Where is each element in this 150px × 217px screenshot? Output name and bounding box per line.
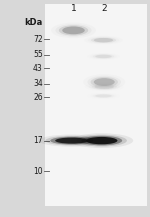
Ellipse shape bbox=[94, 78, 115, 86]
Ellipse shape bbox=[45, 136, 98, 145]
Text: kDa: kDa bbox=[24, 18, 43, 27]
Text: 72: 72 bbox=[33, 35, 43, 44]
Ellipse shape bbox=[62, 26, 85, 34]
Text: 26: 26 bbox=[33, 93, 43, 102]
Ellipse shape bbox=[92, 84, 117, 90]
Ellipse shape bbox=[88, 37, 119, 44]
Text: 55: 55 bbox=[33, 50, 43, 59]
Ellipse shape bbox=[93, 54, 114, 59]
Ellipse shape bbox=[56, 24, 92, 37]
Ellipse shape bbox=[50, 137, 93, 145]
Ellipse shape bbox=[94, 38, 113, 42]
Ellipse shape bbox=[86, 137, 117, 144]
Text: 1: 1 bbox=[71, 4, 77, 13]
Text: 17: 17 bbox=[33, 136, 43, 145]
Bar bbox=[45, 4, 147, 206]
Text: 34: 34 bbox=[33, 79, 43, 88]
Ellipse shape bbox=[55, 138, 88, 144]
Ellipse shape bbox=[91, 37, 116, 43]
Text: 2: 2 bbox=[101, 4, 107, 13]
Ellipse shape bbox=[70, 133, 133, 148]
Ellipse shape bbox=[95, 55, 112, 58]
Ellipse shape bbox=[81, 136, 122, 145]
Ellipse shape bbox=[87, 76, 121, 88]
Ellipse shape bbox=[59, 25, 88, 35]
Ellipse shape bbox=[39, 135, 105, 147]
Ellipse shape bbox=[95, 94, 112, 97]
Ellipse shape bbox=[76, 135, 127, 146]
Text: 43: 43 bbox=[33, 64, 43, 73]
Ellipse shape bbox=[91, 77, 118, 87]
Ellipse shape bbox=[93, 94, 114, 98]
Ellipse shape bbox=[94, 85, 114, 89]
Text: 10: 10 bbox=[33, 167, 43, 176]
